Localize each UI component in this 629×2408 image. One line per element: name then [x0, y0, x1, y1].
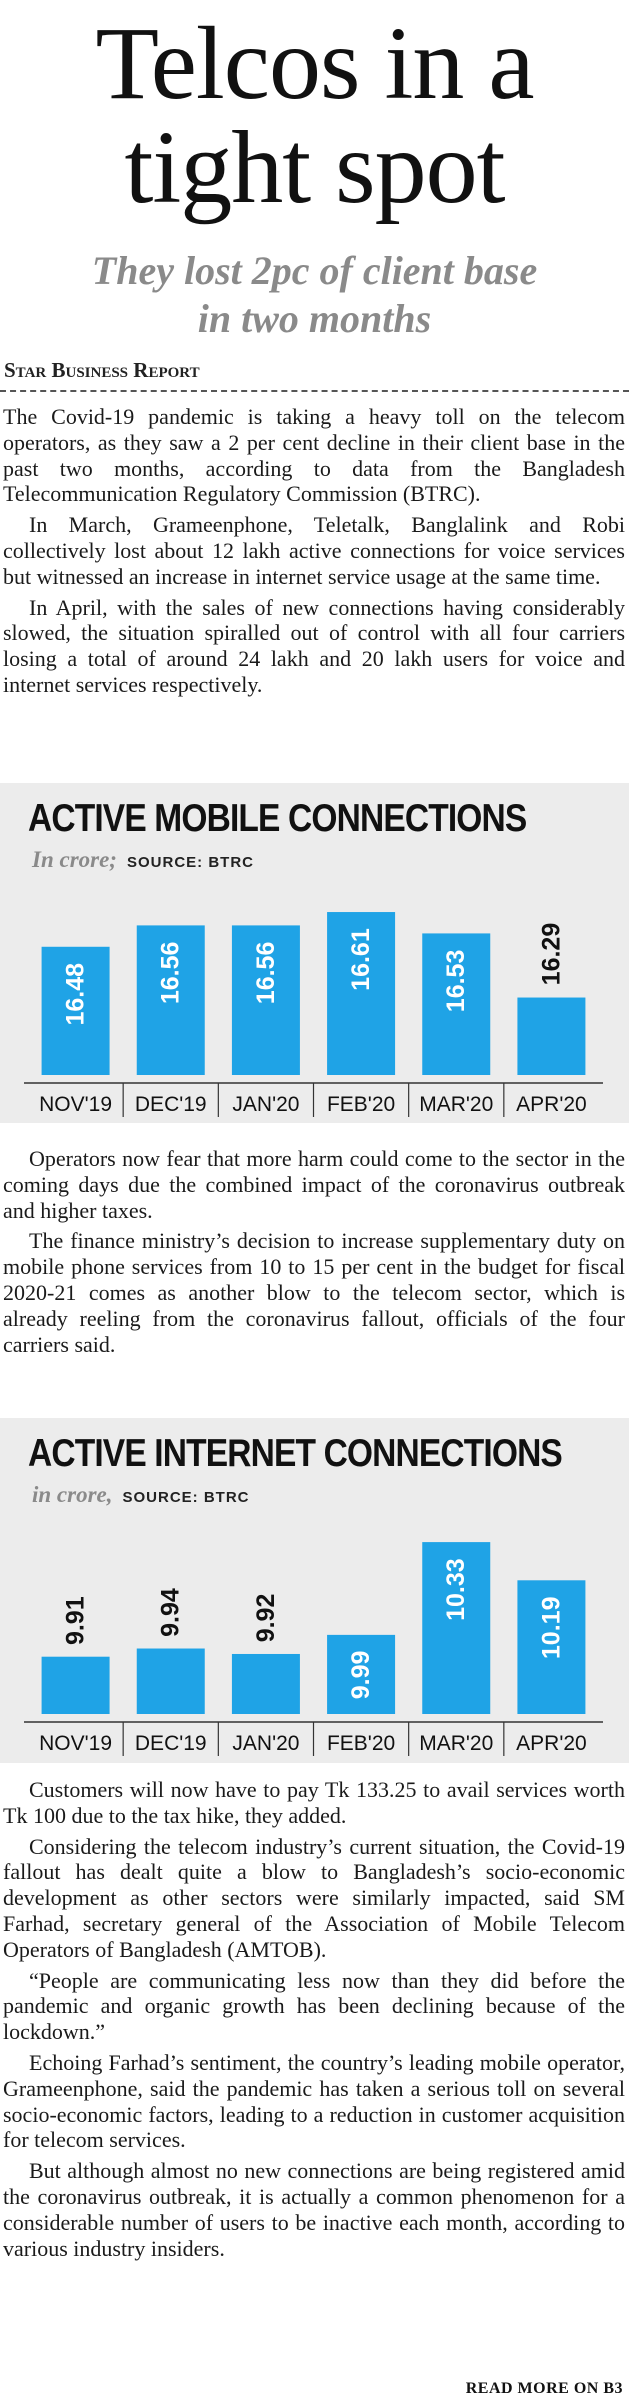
chart-plot: 16.48 NOV'19 16.56 DEC'19 16.56 JAN'20 16.61 FE…: [24, 912, 603, 1117]
bar-value-label: 16.56: [157, 942, 185, 1005]
bar-value-label: 9.99: [347, 1651, 375, 1700]
deck-line-2: in two months: [197, 296, 432, 341]
paragraph: In March, Grameenphone, Teletalk, Bangla…: [3, 512, 625, 589]
deck: They lost 2pc of client base in two mont…: [0, 247, 629, 343]
bar-2: [231, 925, 300, 1075]
chart-subtitle: in crore, SOURCE: BTRC: [32, 1482, 250, 1508]
x-tick-label: NOV'19: [39, 1093, 112, 1116]
headline: Telcos in a tight spot: [0, 12, 629, 220]
x-tick-label: APR'20: [516, 1093, 587, 1116]
bar-2: [231, 1653, 300, 1714]
read-more-link[interactable]: READ MORE ON B3: [465, 2380, 623, 2397]
chart-source-label: SOURCE: BTRC: [122, 1489, 250, 1506]
bar-value-label: 9.94: [157, 1588, 185, 1637]
x-tick-label: FEB'20: [327, 1732, 395, 1755]
paragraph: But although almost no new connections a…: [3, 2158, 625, 2261]
x-tick-label: DEC'19: [135, 1093, 207, 1116]
bar-4: [422, 1542, 491, 1714]
bar-value-label: 16.48: [62, 963, 90, 1026]
x-tick-label: MAR'20: [419, 1093, 493, 1116]
bar-value-label: 9.91: [62, 1596, 90, 1645]
paragraph: The finance ministry’s decision to incre…: [3, 1228, 625, 1357]
x-tick-label: JAN'20: [232, 1732, 299, 1755]
bar-1: [136, 925, 205, 1075]
paragraph: Customers will now have to pay Tk 133.25…: [3, 1777, 625, 1828]
article-body-section-1: The Covid-19 pandemic is taking a heavy …: [3, 404, 625, 703]
headline-line-2: tight spot: [124, 110, 505, 225]
bar-0: [41, 1656, 110, 1714]
x-tick-label: DEC'19: [135, 1732, 207, 1755]
paragraph: In April, with the sales of new connecti…: [3, 594, 625, 697]
chart-unit-label: in crore,: [32, 1482, 113, 1507]
x-tick-label: FEB'20: [327, 1093, 395, 1116]
mobile-connections-chart: ACTIVE MOBILE CONNECTIONS In crore; SOUR…: [0, 783, 629, 1123]
article-body-section-3: Customers will now have to pay Tk 133.25…: [3, 1777, 625, 2266]
paragraph: Operators now fear that more harm could …: [3, 1146, 625, 1223]
paragraph: Echoing Farhad’s sentiment, the country’…: [3, 2049, 625, 2153]
paragraph: Considering the telecom industry’s curre…: [3, 1833, 625, 1962]
bar-3: [327, 912, 396, 1075]
bar-1: [136, 1648, 205, 1714]
x-tick-label: MAR'20: [419, 1732, 493, 1755]
bar-value-label: 16.56: [252, 942, 280, 1005]
internet-connections-chart: ACTIVE INTERNET CONNECTIONS in crore, SO…: [0, 1418, 629, 1763]
paragraph: “People are communicating less now than …: [3, 1967, 625, 2045]
bar-value-label: 9.92: [252, 1594, 280, 1643]
x-tick-label: APR'20: [516, 1732, 587, 1755]
bar-value-label: 10.33: [442, 1558, 470, 1621]
chart-source-label: SOURCE: BTRC: [126, 854, 254, 871]
chart-plot: 9.91 NOV'19 9.94 DEC'19 9.92 JAN'20 9.99 FEB'20…: [24, 1542, 603, 1756]
bar-value-label: 10.19: [537, 1597, 565, 1660]
bar-4: [422, 933, 491, 1075]
x-tick-label: NOV'19: [39, 1732, 112, 1755]
bar-5: [517, 1580, 586, 1714]
chart-unit-label: In crore;: [32, 847, 117, 872]
chart-title: ACTIVE INTERNET CONNECTIONS: [28, 1432, 563, 1475]
x-tick-label: JAN'20: [232, 1093, 299, 1116]
bar-0: [41, 946, 110, 1075]
article-body-section-2: Operators now fear that more harm could …: [3, 1146, 625, 1362]
bar-value-label: 16.53: [442, 950, 470, 1013]
bar-3: [327, 1634, 396, 1714]
headline-line-1: Telcos in a: [95, 6, 534, 121]
bar-value-label: 16.61: [347, 928, 375, 991]
chart-subtitle: In crore; SOURCE: BTRC: [32, 847, 254, 873]
paragraph: The Covid-19 pandemic is taking a heavy …: [3, 404, 625, 507]
bar-5: [517, 997, 586, 1075]
byline: Star Business Report: [4, 358, 200, 382]
byline-divider: [0, 390, 629, 392]
bar-value-label: 16.29: [537, 923, 565, 986]
chart-title: ACTIVE MOBILE CONNECTIONS: [28, 797, 527, 840]
deck-line-1: They lost 2pc of client base: [91, 248, 538, 293]
